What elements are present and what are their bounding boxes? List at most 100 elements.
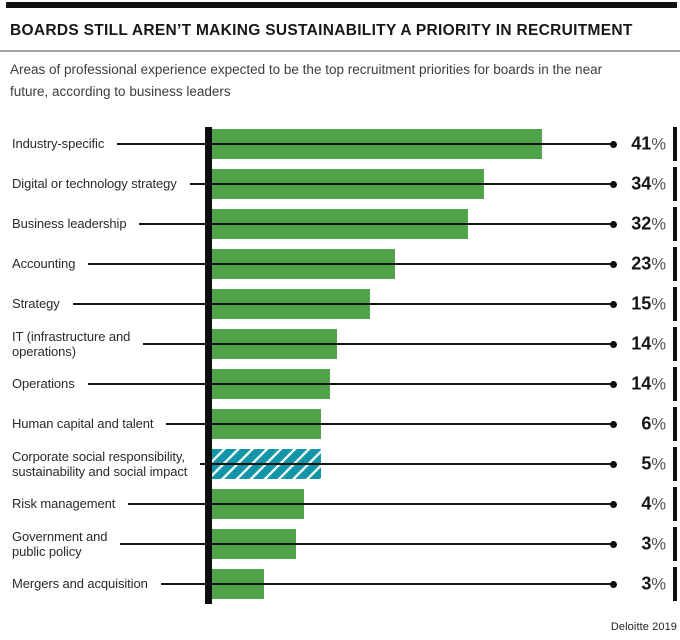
- row-lead: Business leadership: [12, 204, 611, 244]
- value-label: 14%: [631, 334, 666, 355]
- percent-sign: %: [651, 335, 666, 354]
- value-number: 14: [631, 373, 652, 394]
- row-label: Corporate social responsibility, sustain…: [12, 448, 188, 480]
- row-label: Digital or technology strategy: [12, 176, 177, 192]
- value-label: 23%: [631, 254, 666, 275]
- leader-dot: [610, 180, 617, 188]
- percent-sign: %: [651, 575, 666, 594]
- row-lead: Accounting: [12, 244, 611, 284]
- value-number: 5: [641, 453, 652, 474]
- chart-row: Industry-specific 41%: [0, 124, 680, 164]
- value-number: 4: [641, 493, 652, 514]
- leader-line: [117, 143, 611, 145]
- value-number: 34: [631, 173, 652, 194]
- row-tick: [673, 207, 677, 241]
- row-tick: [673, 327, 677, 361]
- chart-row: Digital or technology strategy 34%: [0, 164, 680, 204]
- value-label: 3%: [641, 574, 666, 595]
- row-lead: Operations: [12, 364, 611, 404]
- row-label: Industry-specific: [12, 136, 105, 152]
- leader-dot: [610, 260, 617, 268]
- row-tick: [673, 567, 677, 601]
- percent-sign: %: [651, 535, 666, 554]
- value-label: 41%: [631, 134, 666, 155]
- leader-line: [72, 303, 611, 305]
- row-label: Accounting: [12, 256, 76, 272]
- title-divider: [0, 50, 680, 52]
- row-label: Business leadership: [12, 216, 127, 232]
- row-lead: Industry-specific: [12, 124, 611, 164]
- value-label: 3%: [641, 534, 666, 555]
- percent-sign: %: [651, 375, 666, 394]
- leader-line: [87, 383, 611, 385]
- percent-sign: %: [651, 135, 666, 154]
- chart-row: Strategy 15%: [0, 284, 680, 324]
- leader-dot: [610, 140, 617, 148]
- row-lead: Digital or technology strategy: [12, 164, 611, 204]
- percent-sign: %: [651, 495, 666, 514]
- value-label: 6%: [641, 414, 666, 435]
- value-number: 3: [641, 573, 652, 594]
- chart-row: Human capital and talent 6%: [0, 404, 680, 444]
- value-label: 32%: [631, 214, 666, 235]
- row-lead: Risk management: [12, 484, 611, 524]
- leader-line: [143, 343, 611, 345]
- leader-dot: [610, 380, 617, 388]
- leader-dot: [610, 500, 617, 508]
- chart-row: Business leadership 32%: [0, 204, 680, 244]
- leader-dot: [610, 220, 617, 228]
- chart-row: Mergers and acquisition 3%: [0, 564, 680, 604]
- row-label: Risk management: [12, 496, 116, 512]
- row-label: IT (infrastructure and operations): [12, 328, 131, 360]
- row-lead: IT (infrastructure and operations): [12, 324, 611, 364]
- chart-title: BOARDS STILL AREN’T MAKING SUSTAINABILIT…: [10, 22, 633, 39]
- chart-row: Corporate social responsibility, sustain…: [0, 444, 680, 484]
- row-lead: Strategy: [12, 284, 611, 324]
- row-label: Operations: [12, 376, 75, 392]
- value-number: 41: [631, 133, 652, 154]
- source-label: Deloitte 2019: [610, 621, 677, 633]
- percent-sign: %: [651, 295, 666, 314]
- value-number: 3: [641, 533, 652, 554]
- leader-dot: [610, 420, 617, 428]
- value-number: 32: [631, 213, 652, 234]
- leader-line: [120, 543, 611, 545]
- row-tick: [673, 367, 677, 401]
- row-tick: [673, 447, 677, 481]
- leader-line: [160, 583, 611, 585]
- leader-dot: [610, 540, 617, 548]
- leader-line: [189, 183, 611, 185]
- value-label: 5%: [641, 454, 666, 475]
- row-lead: Mergers and acquisition: [12, 564, 611, 604]
- chart-row: Accounting 23%: [0, 244, 680, 284]
- leader-dot: [610, 580, 617, 588]
- chart-row: Government and public policy 3%: [0, 524, 680, 564]
- row-tick: [673, 247, 677, 281]
- leader-line: [128, 503, 611, 505]
- row-lead: Corporate social responsibility, sustain…: [12, 444, 611, 484]
- value-label: 4%: [641, 494, 666, 515]
- value-number: 6: [641, 413, 652, 434]
- top-rule: [6, 2, 677, 8]
- row-tick: [673, 487, 677, 521]
- value-number: 15: [631, 293, 652, 314]
- row-label: Strategy: [12, 296, 60, 312]
- leader-dot: [610, 460, 617, 468]
- row-tick: [673, 527, 677, 561]
- leader-dot: [610, 340, 617, 348]
- percent-sign: %: [651, 415, 666, 434]
- percent-sign: %: [651, 175, 666, 194]
- chart-subtitle: Areas of professional experience expecte…: [10, 62, 603, 99]
- leader-line: [88, 263, 611, 265]
- row-tick: [673, 407, 677, 441]
- row-label: Government and public policy: [12, 528, 108, 560]
- value-label: 34%: [631, 174, 666, 195]
- chart-row: Operations 14%: [0, 364, 680, 404]
- value-number: 23: [631, 253, 652, 274]
- value-label: 14%: [631, 374, 666, 395]
- bar-chart: Industry-specific 41% Digital or technol…: [0, 124, 680, 604]
- row-tick: [673, 287, 677, 321]
- leader-line: [200, 463, 611, 465]
- row-label: Human capital and talent: [12, 416, 154, 432]
